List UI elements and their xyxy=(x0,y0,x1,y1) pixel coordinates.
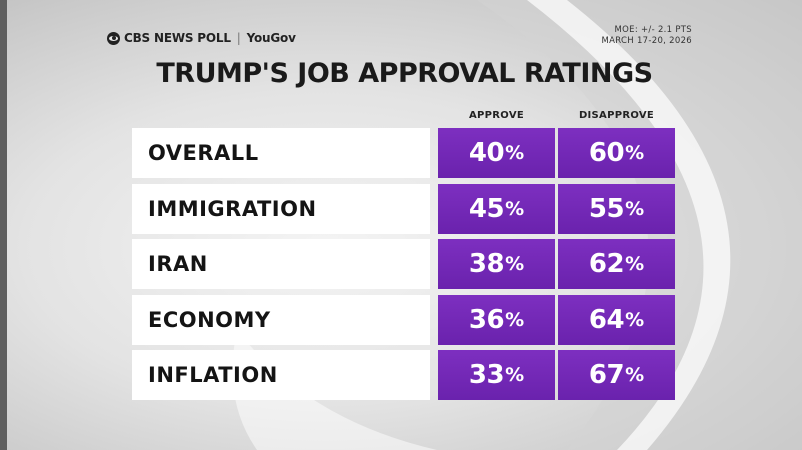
percent-sign: % xyxy=(625,253,645,275)
disapprove-value-cell: 55% xyxy=(558,183,675,234)
disapprove-value-cell: 67% xyxy=(558,350,675,400)
disapprove-value: 64 xyxy=(588,304,625,335)
brand-lockup: CBS NEWS POLL | YouGov xyxy=(107,31,296,45)
disapprove-value: 60 xyxy=(588,138,625,168)
background-swoosh xyxy=(232,0,802,450)
row-label: IRAN xyxy=(148,252,208,276)
approve-value: 40 xyxy=(468,138,505,168)
percent-sign: % xyxy=(625,197,645,220)
margin-of-error: MOE: +/- 2.1 PTS xyxy=(614,25,692,35)
poll-meta: MOE: +/- 2.1 PTS MARCH 17-20, 2026 xyxy=(602,25,693,47)
row-label-box: IMMIGRATION xyxy=(132,183,430,234)
disapprove-value: 67 xyxy=(588,360,625,390)
row-label-box: OVERALL xyxy=(132,128,430,178)
row-label: IMMIGRATION xyxy=(148,196,317,221)
approve-value-cell: 38% xyxy=(438,239,555,289)
row-label: INFLATION xyxy=(148,363,278,387)
column-header-disapprove: DISAPPROVE xyxy=(578,110,655,121)
approve-value: 38 xyxy=(468,249,505,279)
approve-value-cell: 33% xyxy=(438,350,555,400)
percent-sign: % xyxy=(505,253,525,275)
poll-dates: MARCH 17-20, 2026 xyxy=(601,36,692,46)
percent-sign: % xyxy=(625,308,645,331)
disapprove-value: 55 xyxy=(588,193,625,224)
approve-value-cell: 36% xyxy=(438,294,555,345)
brand-separator: | xyxy=(236,31,241,45)
column-header-approve: APPROVE xyxy=(468,110,524,121)
approve-value: 45 xyxy=(468,193,505,224)
percent-sign: % xyxy=(505,142,525,164)
row-label-box: ECONOMY xyxy=(132,294,430,345)
poll-graphic: CBS NEWS POLL | YouGov MOE: +/- 2.1 PTS … xyxy=(7,0,802,450)
row-label: ECONOMY xyxy=(148,307,271,332)
cbs-eye-icon xyxy=(107,31,120,45)
approve-value-cell: 45% xyxy=(438,183,555,234)
percent-sign: % xyxy=(625,142,645,164)
percent-sign: % xyxy=(505,197,525,220)
percent-sign: % xyxy=(625,364,645,386)
brand-partner: YouGov xyxy=(246,31,296,45)
approve-value: 33 xyxy=(468,360,505,390)
percent-sign: % xyxy=(505,364,525,386)
disapprove-value-cell: 64% xyxy=(558,294,675,345)
disapprove-value-cell: 62% xyxy=(558,239,675,289)
disapprove-value: 62 xyxy=(588,249,625,279)
row-label-box: IRAN xyxy=(132,239,430,289)
chart-title: TRUMP'S JOB APPROVAL RATINGS xyxy=(156,58,653,89)
approve-value-cell: 40% xyxy=(438,128,555,178)
row-label: OVERALL xyxy=(148,141,259,165)
approve-value: 36 xyxy=(468,304,505,335)
row-label-box: INFLATION xyxy=(132,350,430,400)
percent-sign: % xyxy=(505,308,525,331)
brand-network: CBS NEWS POLL xyxy=(124,31,231,45)
disapprove-value-cell: 60% xyxy=(558,128,675,178)
